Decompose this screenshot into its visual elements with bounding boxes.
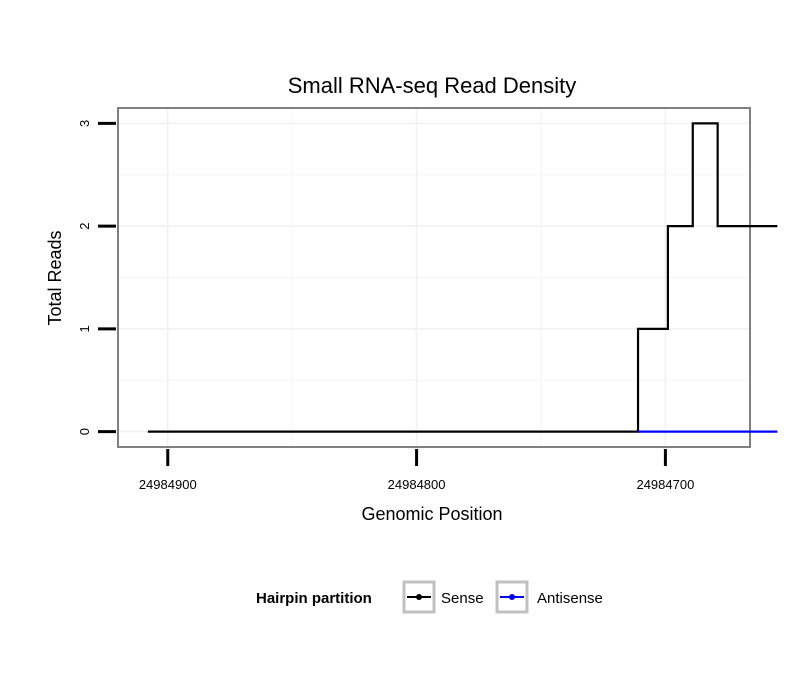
y-tick-label-0: 0 [77, 428, 92, 435]
y-axis: 0 1 2 3 [77, 120, 116, 435]
y-tick-label-2: 2 [77, 223, 92, 230]
legend-label-antisense: Antisense [537, 590, 603, 607]
legend-label-sense: Sense [441, 590, 484, 607]
plot-panel-border [117, 107, 751, 448]
legend-swatch-antisense-marker [509, 594, 515, 600]
grid [118, 108, 750, 447]
x-axis-title: Genomic Position [361, 504, 502, 524]
legend-item-antisense: Antisense [495, 580, 603, 614]
legend-key-sense [402, 580, 436, 614]
series-line-sense [147, 122, 778, 433]
y-tick-label-3: 3 [77, 120, 92, 127]
chart-title: Small RNA-seq Read Density [288, 73, 577, 98]
legend-key-antisense [495, 580, 529, 614]
legend-swatch-sense-marker [416, 594, 422, 600]
y-tick-label-1: 1 [77, 325, 92, 332]
x-tick-label-24984800: 24984800 [388, 477, 446, 492]
x-tick-label-24984900: 24984900 [139, 477, 197, 492]
legend: Hairpin partition Sense Antisense [256, 580, 603, 614]
series-layer [147, 122, 778, 433]
x-tick-label-24984700: 24984700 [636, 477, 694, 492]
legend-title: Hairpin partition [256, 590, 372, 607]
legend-item-sense: Sense [402, 580, 484, 614]
y-axis-title: Total Reads [45, 230, 65, 325]
x-axis: 24984900 24984800 24984700 [139, 449, 694, 492]
